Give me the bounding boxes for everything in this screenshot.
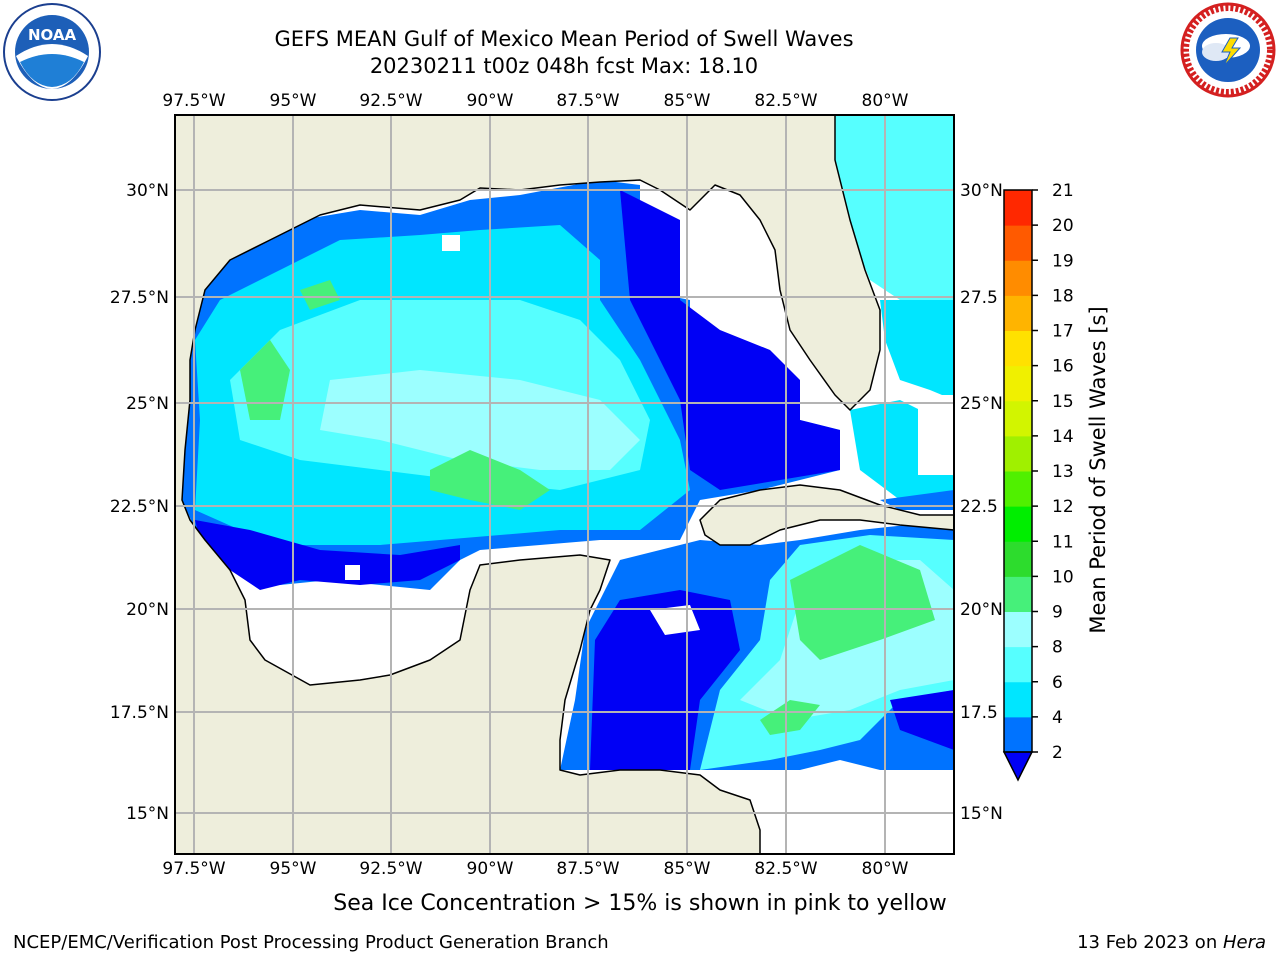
colorbar-band (1004, 611, 1032, 648)
colorbar-band (1004, 295, 1032, 331)
colorbar-band (1004, 330, 1032, 367)
lat-tick: 17.5 (960, 703, 998, 723)
map-subtitle: 20230211 t00z 048h fcst Max: 18.10 (369, 54, 759, 78)
colorbar: 2 4 6 8 9 10 11 12 13 14 15 16 17 18 19 20 21 (1002, 181, 1074, 782)
colorbar-band (1004, 541, 1032, 577)
lon-tick: 90°W (467, 859, 514, 879)
colorbar-tick-label: 12 (1052, 497, 1074, 517)
noaa-logo: NOAA (3, 3, 101, 101)
lon-ticks-top: 97.5°W 95°W 92.5°W 90°W 87.5°W 85°W 82.5… (162, 91, 908, 111)
lat-tick: 22.5°N (110, 497, 169, 517)
colorbar-band (1004, 471, 1032, 507)
colorbar-tick-label: 20 (1052, 216, 1074, 236)
colorbar-band (1004, 190, 1032, 226)
colorbar-extend-triangle (1002, 751, 1034, 782)
footer-date: 13 Feb 2023 on Hera (1077, 932, 1266, 953)
lat-tick: 22.5 (960, 497, 998, 517)
nws-logo (1180, 2, 1276, 98)
lon-tick: 80°W (862, 859, 909, 879)
lat-ticks-left: 30°N 27.5°N 25°N 22.5°N 20°N 17.5°N 15°N (110, 181, 169, 824)
colorbar-tick-label: 9 (1052, 603, 1063, 623)
colorbar-band (1004, 576, 1032, 612)
colorbar-band (1004, 646, 1032, 683)
colorbar-tick-label: 2 (1052, 743, 1063, 763)
colorbar-band (1004, 716, 1032, 753)
footer-credit: NCEP/EMC/Verification Post Processing Pr… (13, 932, 609, 953)
lon-tick: 87.5°W (556, 91, 619, 111)
colorbar-band (1004, 260, 1032, 296)
lon-tick: 87.5°W (556, 859, 619, 879)
land (175, 115, 954, 854)
lon-tick: 97.5°W (162, 859, 225, 879)
lon-tick: 90°W (467, 91, 514, 111)
lon-ticks-bottom: 97.5°W 95°W 92.5°W 90°W 87.5°W 85°W 82.5… (162, 859, 908, 879)
colorbar-tick-label: 16 (1052, 357, 1074, 377)
colorbar-tick-label: 10 (1052, 567, 1074, 587)
lat-tick: 17.5°N (110, 703, 169, 723)
colorbar-tick-label: 13 (1052, 462, 1074, 482)
lon-tick: 82.5°W (754, 91, 817, 111)
lon-tick: 82.5°W (754, 859, 817, 879)
colorbar-tick-label: 19 (1052, 251, 1074, 271)
lat-tick: 20°N (126, 600, 169, 620)
lat-tick: 27.5°N (110, 288, 169, 308)
colorbar-band (1004, 506, 1032, 542)
lat-tick: 27.5 (960, 288, 998, 308)
colorbar-tick-label: 18 (1052, 286, 1074, 306)
colorbar-tick-label: 21 (1052, 181, 1074, 201)
lon-tick: 80°W (862, 91, 909, 111)
lon-tick: 85°W (664, 859, 711, 879)
lon-tick: 92.5°W (359, 91, 422, 111)
colorbar-tick-label: 15 (1052, 392, 1074, 412)
lat-tick: 25°N (126, 394, 169, 414)
lon-tick: 85°W (664, 91, 711, 111)
lon-tick: 97.5°W (162, 91, 225, 111)
lat-tick: 25°N (960, 394, 1003, 414)
colorbar-label: Mean Period of Swell Waves [s] (1086, 306, 1110, 634)
colorbar-tick-label: 17 (1052, 322, 1074, 342)
lon-tick: 92.5°W (359, 859, 422, 879)
colorbar-tick-label: 4 (1052, 708, 1063, 728)
lat-tick: 20°N (960, 600, 1003, 620)
colorbar-tick-label: 6 (1052, 673, 1063, 693)
lat-tick: 15°N (960, 804, 1003, 824)
colorbar-tick-label: 8 (1052, 638, 1063, 658)
no-data (345, 235, 954, 625)
lat-ticks-right: 30°N 27.5 25°N 22.5 20°N 17.5 15°N (960, 181, 1003, 824)
lon-tick: 95°W (270, 859, 317, 879)
sea-ice-note: Sea Ice Concentration > 15% is shown in … (333, 891, 947, 916)
gridlines (175, 115, 954, 854)
map-area (175, 115, 954, 854)
lat-tick: 30°N (126, 181, 169, 201)
lon-tick: 95°W (270, 91, 317, 111)
colorbar-band (1004, 365, 1032, 402)
noaa-logo-text: NOAA (28, 26, 77, 44)
colorbar-band (1004, 400, 1032, 437)
map-title: GEFS MEAN Gulf of Mexico Mean Period of … (274, 27, 854, 51)
colorbar-tick-label: 11 (1052, 532, 1074, 552)
colorbar-band (1004, 225, 1032, 261)
colorbar-tick-label: 14 (1052, 427, 1074, 447)
lat-tick: 30°N (960, 181, 1003, 201)
footer-machine: Hera (1222, 932, 1266, 953)
colorbar-band (1004, 435, 1032, 472)
map-border (174, 114, 955, 855)
footer-date-text: 13 Feb 2023 on (1077, 932, 1223, 953)
lat-tick: 15°N (126, 804, 169, 824)
colorbar-band (1004, 681, 1032, 718)
